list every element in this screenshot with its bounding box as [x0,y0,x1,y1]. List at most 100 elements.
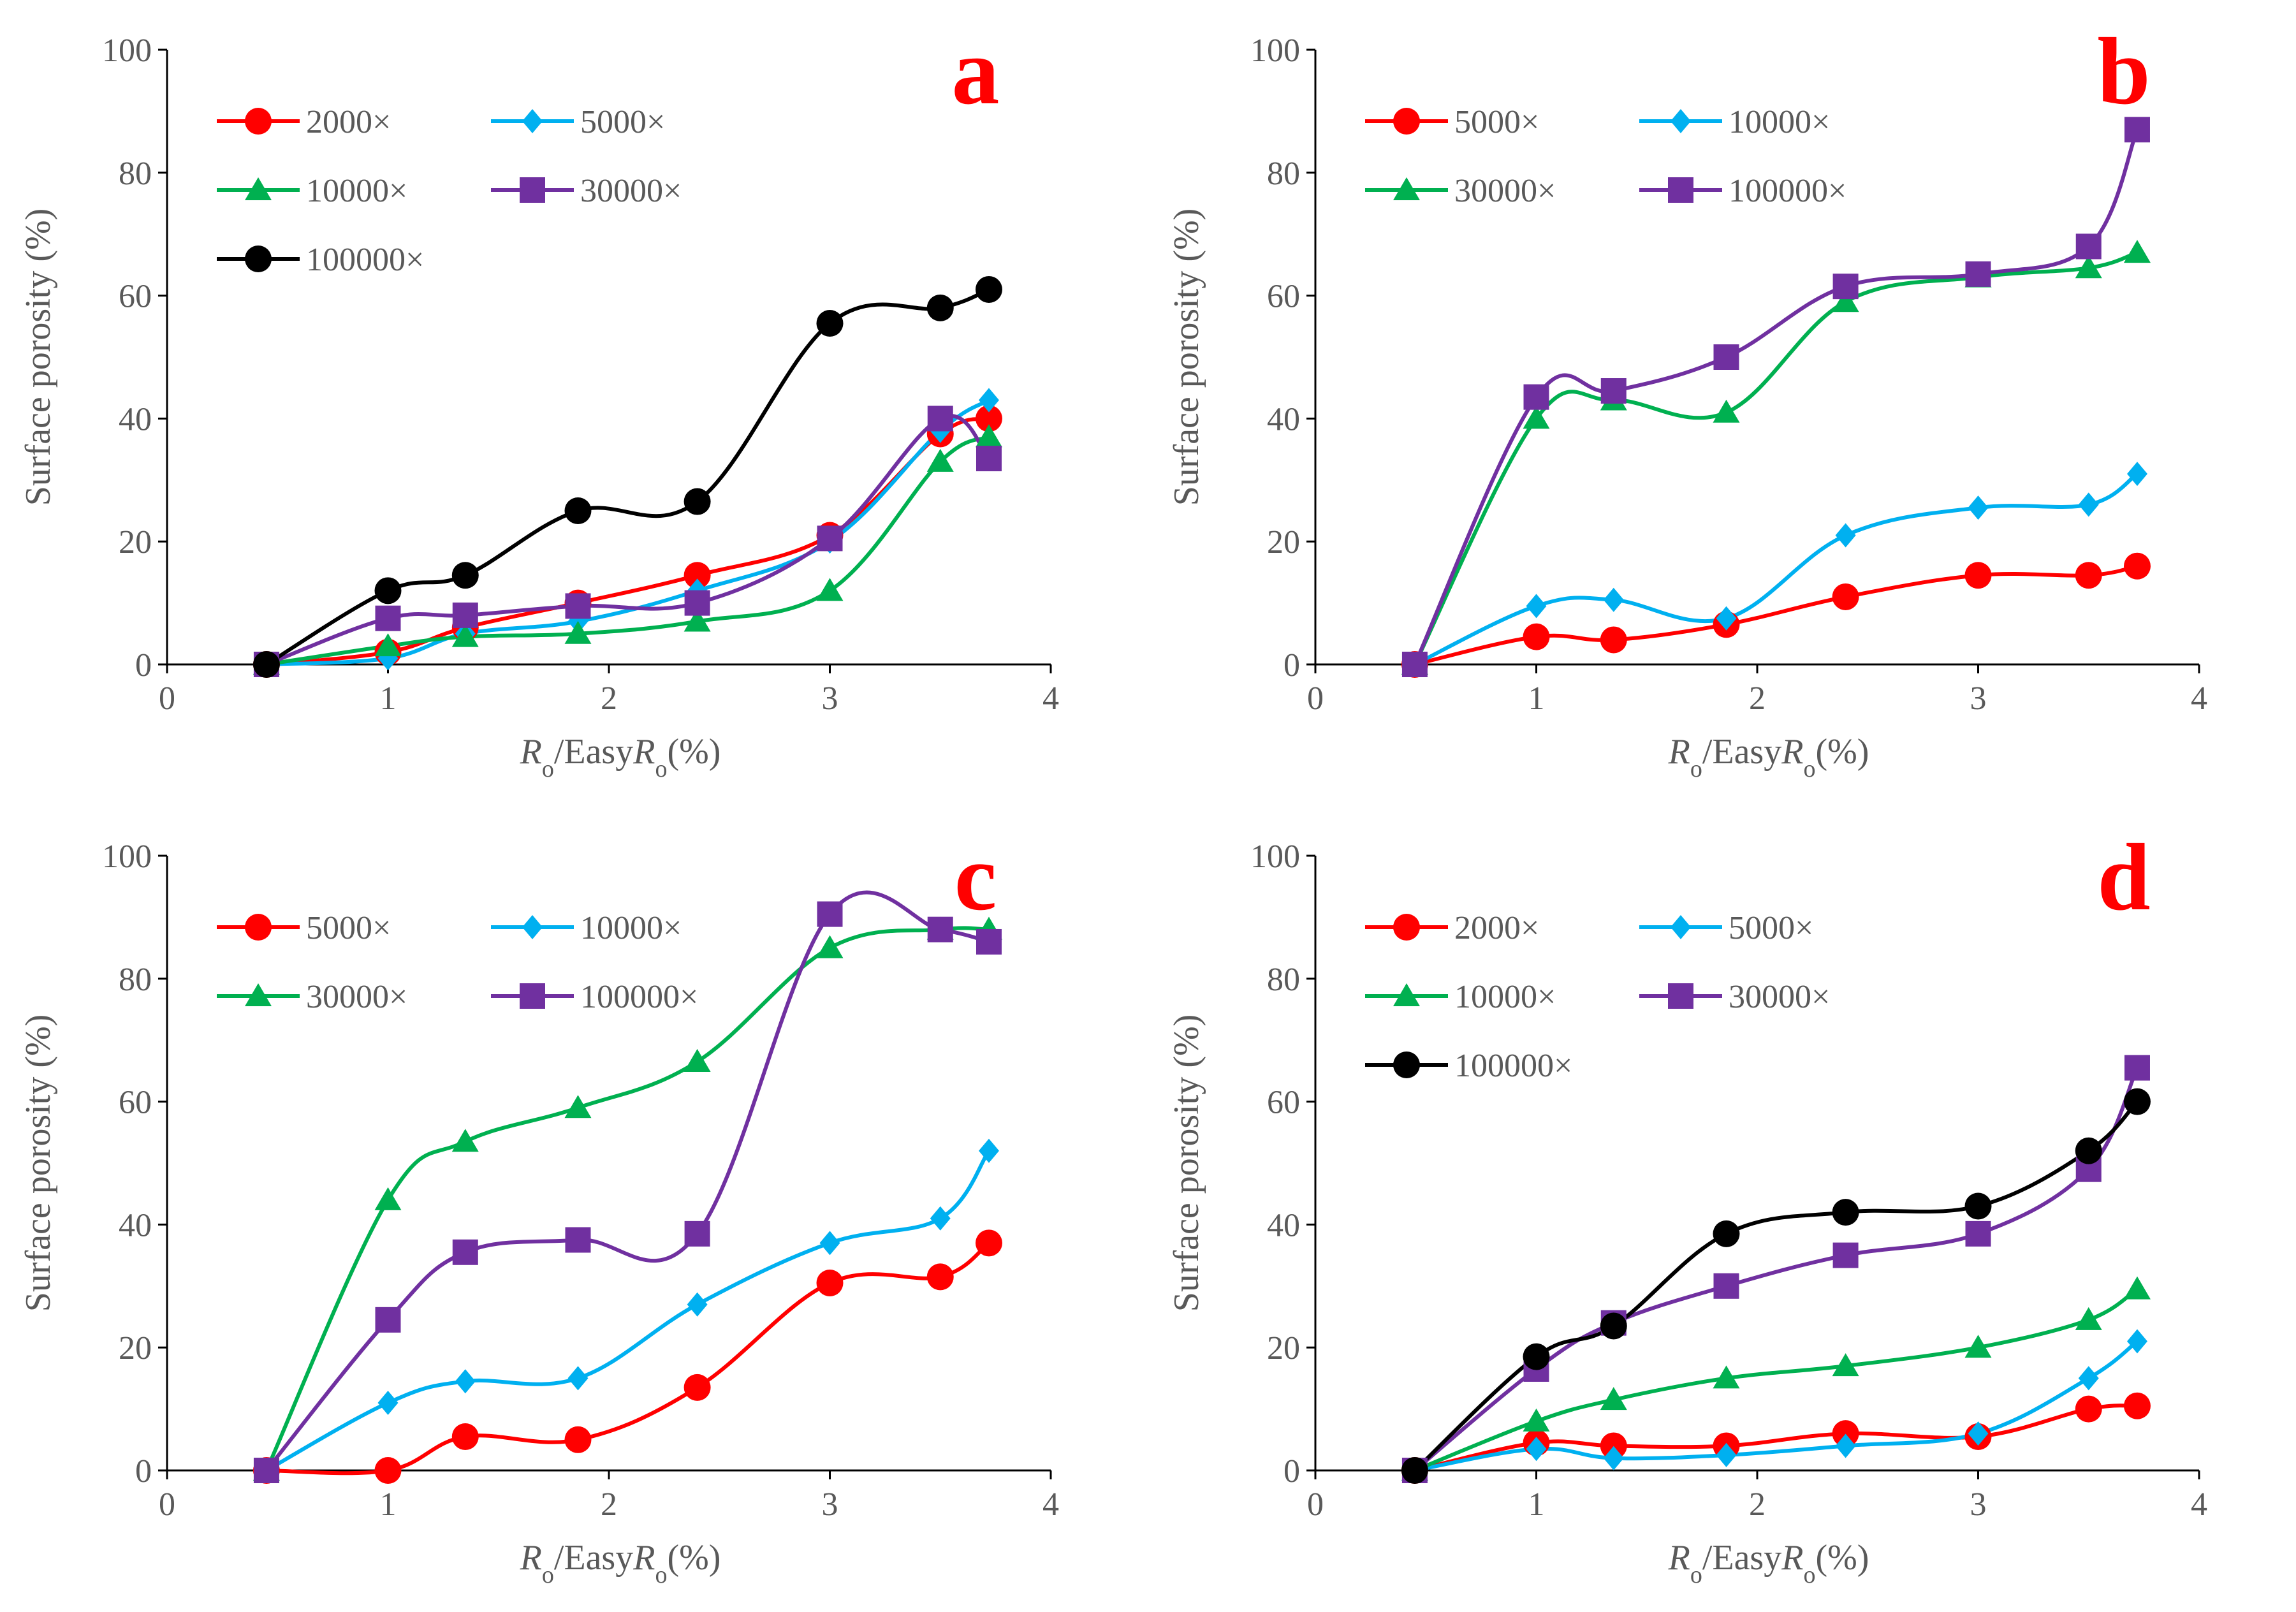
series-markers [256,1138,999,1483]
data-point [819,1231,840,1256]
legend-label: 30000× [580,173,682,209]
data-point [1968,495,1989,520]
legend-marker [522,915,543,939]
data-point [451,1129,479,1152]
panel-label: a [952,18,1000,124]
data-point [1964,1192,1992,1220]
chart-panel-b: 0 20 40 60 80 100 0 1 2 3 4 Surface porosity (%) Ro/… [1148,0,2296,806]
data-point [2126,1329,2147,1354]
data-point [2078,1366,2099,1391]
y-tick-label: 20 [1267,1330,1300,1367]
x-tick-label: 3 [1970,680,1987,717]
data-point [565,593,591,619]
data-point [375,605,401,631]
legend-item: 100000× [1639,173,1846,209]
series-markers [1401,1055,2150,1483]
legend-label: 2000× [1454,910,1539,946]
data-point [2124,117,2150,143]
y-tick-label: 60 [1267,279,1300,315]
x-tick-label: 4 [1042,1486,1059,1523]
data-point [452,602,478,628]
data-point [816,935,844,958]
series-line [1413,251,2138,666]
chart-panel-a: 0 20 40 60 80 100 0 1 2 3 4 Surface porosity (%) Ro/… [0,0,1148,806]
data-point [1832,274,1859,300]
data-point [565,1227,591,1253]
data-point [816,1269,844,1296]
legend-item: 100000× [491,979,698,1015]
data-point [975,424,1002,448]
x-tick-label: 4 [1042,680,1059,717]
y-tick-label: 20 [119,1330,152,1367]
data-point [684,590,710,616]
series-line [265,926,990,1472]
legend-item: 2000× [1365,910,1539,946]
data-point [927,916,953,942]
data-point [1832,1242,1859,1268]
legend-marker [245,108,272,135]
data-point [1968,1421,1989,1446]
data-point [1600,378,1627,404]
legend-label: 5000× [1729,910,1813,946]
data-point [2123,240,2151,263]
data-point [2075,1137,2102,1164]
x-tick-label: 1 [1528,1486,1545,1523]
panel-label: b [2097,18,2150,124]
data-point [2078,492,2099,517]
x-tick-label: 2 [601,1486,617,1523]
legend-marker [520,177,545,203]
data-point [687,1292,708,1317]
legend-marker [245,177,272,200]
data-point [1713,1220,1740,1247]
data-point [564,1426,592,1453]
data-point [926,294,954,321]
series-markers [1404,1329,2147,1483]
series-markers [252,1229,1002,1484]
data-point [926,1263,954,1291]
series-line [1414,564,2138,666]
data-point [374,577,402,604]
data-point [564,620,592,644]
legend-label: 30000× [1454,173,1556,209]
data-point [684,1374,711,1401]
y-axis-title: Surface porosity (%) [1167,1015,1206,1312]
series-line [1413,1067,2139,1472]
data-point [975,405,1002,432]
x-tick-label: 2 [601,680,617,717]
legend-item: 5000× [491,104,665,140]
data-point [1713,1365,1740,1389]
x-axis-title-part: R [1668,732,1690,772]
data-point [684,608,711,632]
data-point [253,1458,279,1483]
x-axis-title-part: R [632,1538,655,1578]
legend-label: 5000× [306,910,391,946]
y-tick-label: 40 [119,401,152,437]
legend-item: 30000× [1365,173,1556,209]
legend-item: 5000× [1365,104,1539,140]
x-axis-title-part: o [1803,1562,1815,1588]
data-point [975,1229,1002,1257]
y-tick-label: 60 [1267,1085,1300,1121]
data-point [375,1307,401,1333]
data-point [564,497,592,524]
data-point [564,1095,592,1118]
legend-label: 100000× [580,979,698,1015]
legend-marker [245,983,272,1006]
data-point [1600,626,1627,654]
data-point [1832,1420,1859,1447]
data-point [2123,1276,2151,1300]
series-markers [253,901,1002,1483]
y-tick-label: 100 [102,839,152,875]
legend-marker [1393,914,1420,941]
data-point [1965,1220,1991,1247]
data-point [1832,289,1859,312]
legend-item: 5000× [217,910,391,946]
data-point [2123,1392,2151,1419]
data-point [976,446,1002,472]
y-tick-label: 40 [1267,1207,1300,1243]
series-line [1414,1340,2139,1472]
data-point [1964,562,1992,589]
x-axis-title-part: R [1668,1538,1690,1578]
